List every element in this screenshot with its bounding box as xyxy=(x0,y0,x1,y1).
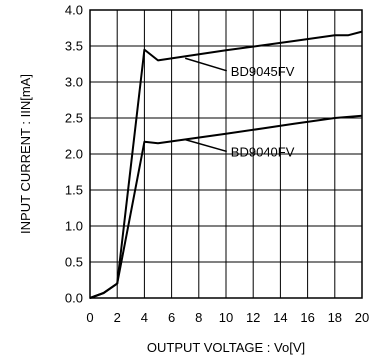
series-1 xyxy=(89,114,363,299)
series-label: BD9040FV xyxy=(231,144,295,159)
x-tick-label: 14 xyxy=(273,310,287,325)
plot-frame xyxy=(89,9,363,299)
grid xyxy=(89,9,363,299)
y-axis-title: INPUT CURRENT : IIN[mA] xyxy=(18,74,33,234)
y-tick-label: 0.5 xyxy=(65,255,83,270)
x-tick-label: 18 xyxy=(328,310,342,325)
x-tick-label: 2 xyxy=(114,310,121,325)
series-layer xyxy=(89,30,363,299)
y-tick-label: 1.5 xyxy=(65,183,83,198)
x-tick-label: 20 xyxy=(355,310,369,325)
x-tick-label: 4 xyxy=(141,310,148,325)
x-tick-label: 6 xyxy=(168,310,175,325)
y-tick-label: 3.0 xyxy=(65,75,83,90)
y-tick-label: 4.0 xyxy=(65,3,83,18)
y-tick-labels: 0.0 0.5 1.0 1.5 2.0 2.5 3.0 3.5 4.0 xyxy=(65,3,83,306)
series-label: BD9045FV xyxy=(231,64,295,79)
y-tick-label: 2.5 xyxy=(65,111,83,126)
annotation-leader xyxy=(184,57,228,72)
y-tick-label: 1.0 xyxy=(65,219,83,234)
x-tick-label: 10 xyxy=(219,310,233,325)
y-tick-label: 0.0 xyxy=(65,291,83,306)
annotation-leader xyxy=(184,138,228,153)
annotations: BD9045FV BD9040FV xyxy=(184,57,295,159)
x-tick-label: 16 xyxy=(300,310,314,325)
x-axis-title: OUTPUT VOLTAGE : Vo[V] xyxy=(147,340,305,355)
y-tick-label: 2.0 xyxy=(65,147,83,162)
x-tick-label: 12 xyxy=(246,310,260,325)
x-tick-labels: 0 2 4 6 8 10 12 14 16 18 20 xyxy=(86,310,369,325)
series-line xyxy=(89,114,363,299)
y-tick-label: 3.5 xyxy=(65,39,83,54)
x-tick-label: 0 xyxy=(86,310,93,325)
x-tick-label: 8 xyxy=(195,310,202,325)
